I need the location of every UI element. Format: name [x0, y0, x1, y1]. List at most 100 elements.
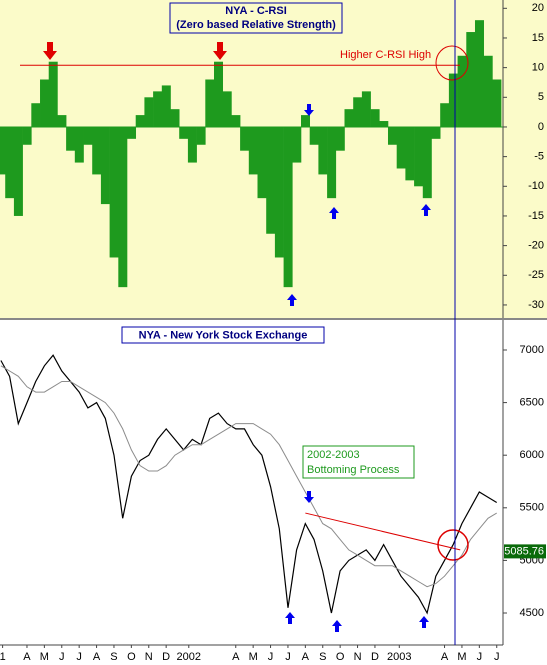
- bar: [92, 126, 102, 175]
- bar: [300, 115, 310, 127]
- bar: [48, 61, 58, 127]
- bar: [170, 109, 180, 127]
- x-tick-label: A: [441, 651, 449, 663]
- x-axis-band: [0, 645, 547, 665]
- bar: [231, 115, 241, 127]
- x-tick-label: M: [457, 651, 466, 663]
- bar: [214, 61, 224, 127]
- bar: [135, 115, 145, 127]
- bar: [74, 126, 84, 163]
- bar: [83, 126, 93, 145]
- y-tick-label: 5: [538, 91, 544, 103]
- bar: [66, 126, 76, 151]
- bar: [240, 126, 250, 151]
- x-tick-label: D: [371, 651, 379, 663]
- x-tick-label: 1: [0, 651, 6, 663]
- x-tick-label: S: [319, 651, 326, 663]
- bar: [422, 126, 432, 199]
- x-tick-label: J: [494, 651, 500, 663]
- x-tick-label: M: [40, 651, 49, 663]
- y-tick-label: -25: [528, 269, 544, 281]
- bar: [100, 126, 110, 205]
- x-tick-label: O: [336, 651, 345, 663]
- x-tick-label: 2002: [177, 651, 201, 663]
- price-line: [0, 365, 497, 588]
- bar: [248, 126, 258, 175]
- last-value-label: 5085.76: [504, 545, 544, 557]
- bar: [57, 115, 67, 127]
- bar: [483, 55, 493, 127]
- chart-subtitle: (Zero based Relative Strength): [176, 19, 336, 31]
- bar: [144, 97, 154, 127]
- highlight-circle: [437, 529, 469, 561]
- trend-line: [305, 512, 461, 551]
- bar: [22, 126, 32, 145]
- bar: [274, 126, 284, 258]
- bar: [344, 109, 354, 127]
- title-box: [169, 2, 343, 34]
- y-tick-label: -10: [528, 180, 544, 192]
- bar: [40, 79, 50, 127]
- title-box: [121, 326, 325, 344]
- x-tick-label: S: [110, 651, 117, 663]
- bar: [187, 126, 197, 163]
- x-tick-label: J: [285, 651, 291, 663]
- bar: [379, 121, 389, 127]
- price-line: [0, 354, 498, 615]
- bar: [361, 91, 371, 127]
- bar: [431, 126, 441, 139]
- x-tick-label: N: [354, 651, 362, 663]
- y-tick-label: 10: [532, 62, 544, 74]
- x-tick-label: J: [59, 651, 65, 663]
- x-tick-label: D: [162, 651, 170, 663]
- annotation-box: [302, 445, 415, 479]
- x-tick-label: M: [249, 651, 258, 663]
- chart-title: NYA - New York Stock Exchange: [139, 329, 308, 341]
- bar: [440, 103, 450, 127]
- x-tick-label: O: [127, 651, 136, 663]
- bar: [474, 20, 484, 127]
- y-tick-label: 0: [538, 121, 544, 133]
- bar: [109, 126, 119, 258]
- bar: [5, 126, 15, 199]
- bar: [118, 126, 128, 288]
- x-tick-label: J: [76, 651, 82, 663]
- y-tick-label: -20: [528, 240, 544, 252]
- panel-background: [0, 320, 547, 645]
- bar: [161, 85, 171, 127]
- bar: [0, 126, 6, 175]
- bar: [457, 55, 467, 127]
- bar: [222, 91, 232, 127]
- annotation: Higher C-RSI High: [340, 49, 431, 61]
- chart-title: NYA - C-RSI: [225, 5, 287, 17]
- bar: [396, 126, 406, 169]
- x-tick-label: A: [302, 651, 310, 663]
- y-tick-label: 20: [532, 2, 544, 14]
- bar: [466, 32, 476, 127]
- bar: [492, 79, 502, 127]
- bar: [179, 126, 189, 139]
- y-tick-label: 15: [532, 32, 544, 44]
- bar: [414, 126, 424, 187]
- bar: [327, 126, 337, 199]
- bar: [318, 126, 328, 175]
- annotation: Bottoming Process: [307, 464, 400, 476]
- y-tick-label: 6000: [520, 449, 544, 461]
- x-tick-label: A: [93, 651, 101, 663]
- bar: [266, 126, 276, 234]
- y-tick-label: 4500: [520, 607, 544, 619]
- y-tick-label: -30: [528, 299, 544, 311]
- x-tick-label: J: [268, 651, 274, 663]
- y-tick-label: -5: [534, 151, 544, 163]
- bar: [31, 103, 41, 127]
- y-tick-label: -15: [528, 210, 544, 222]
- x-tick-label: A: [23, 651, 31, 663]
- x-tick-label: A: [232, 651, 240, 663]
- last-value-box: [504, 544, 546, 559]
- x-tick-label: N: [145, 651, 153, 663]
- bar: [292, 126, 302, 163]
- bar: [13, 126, 23, 216]
- bar: [353, 97, 363, 127]
